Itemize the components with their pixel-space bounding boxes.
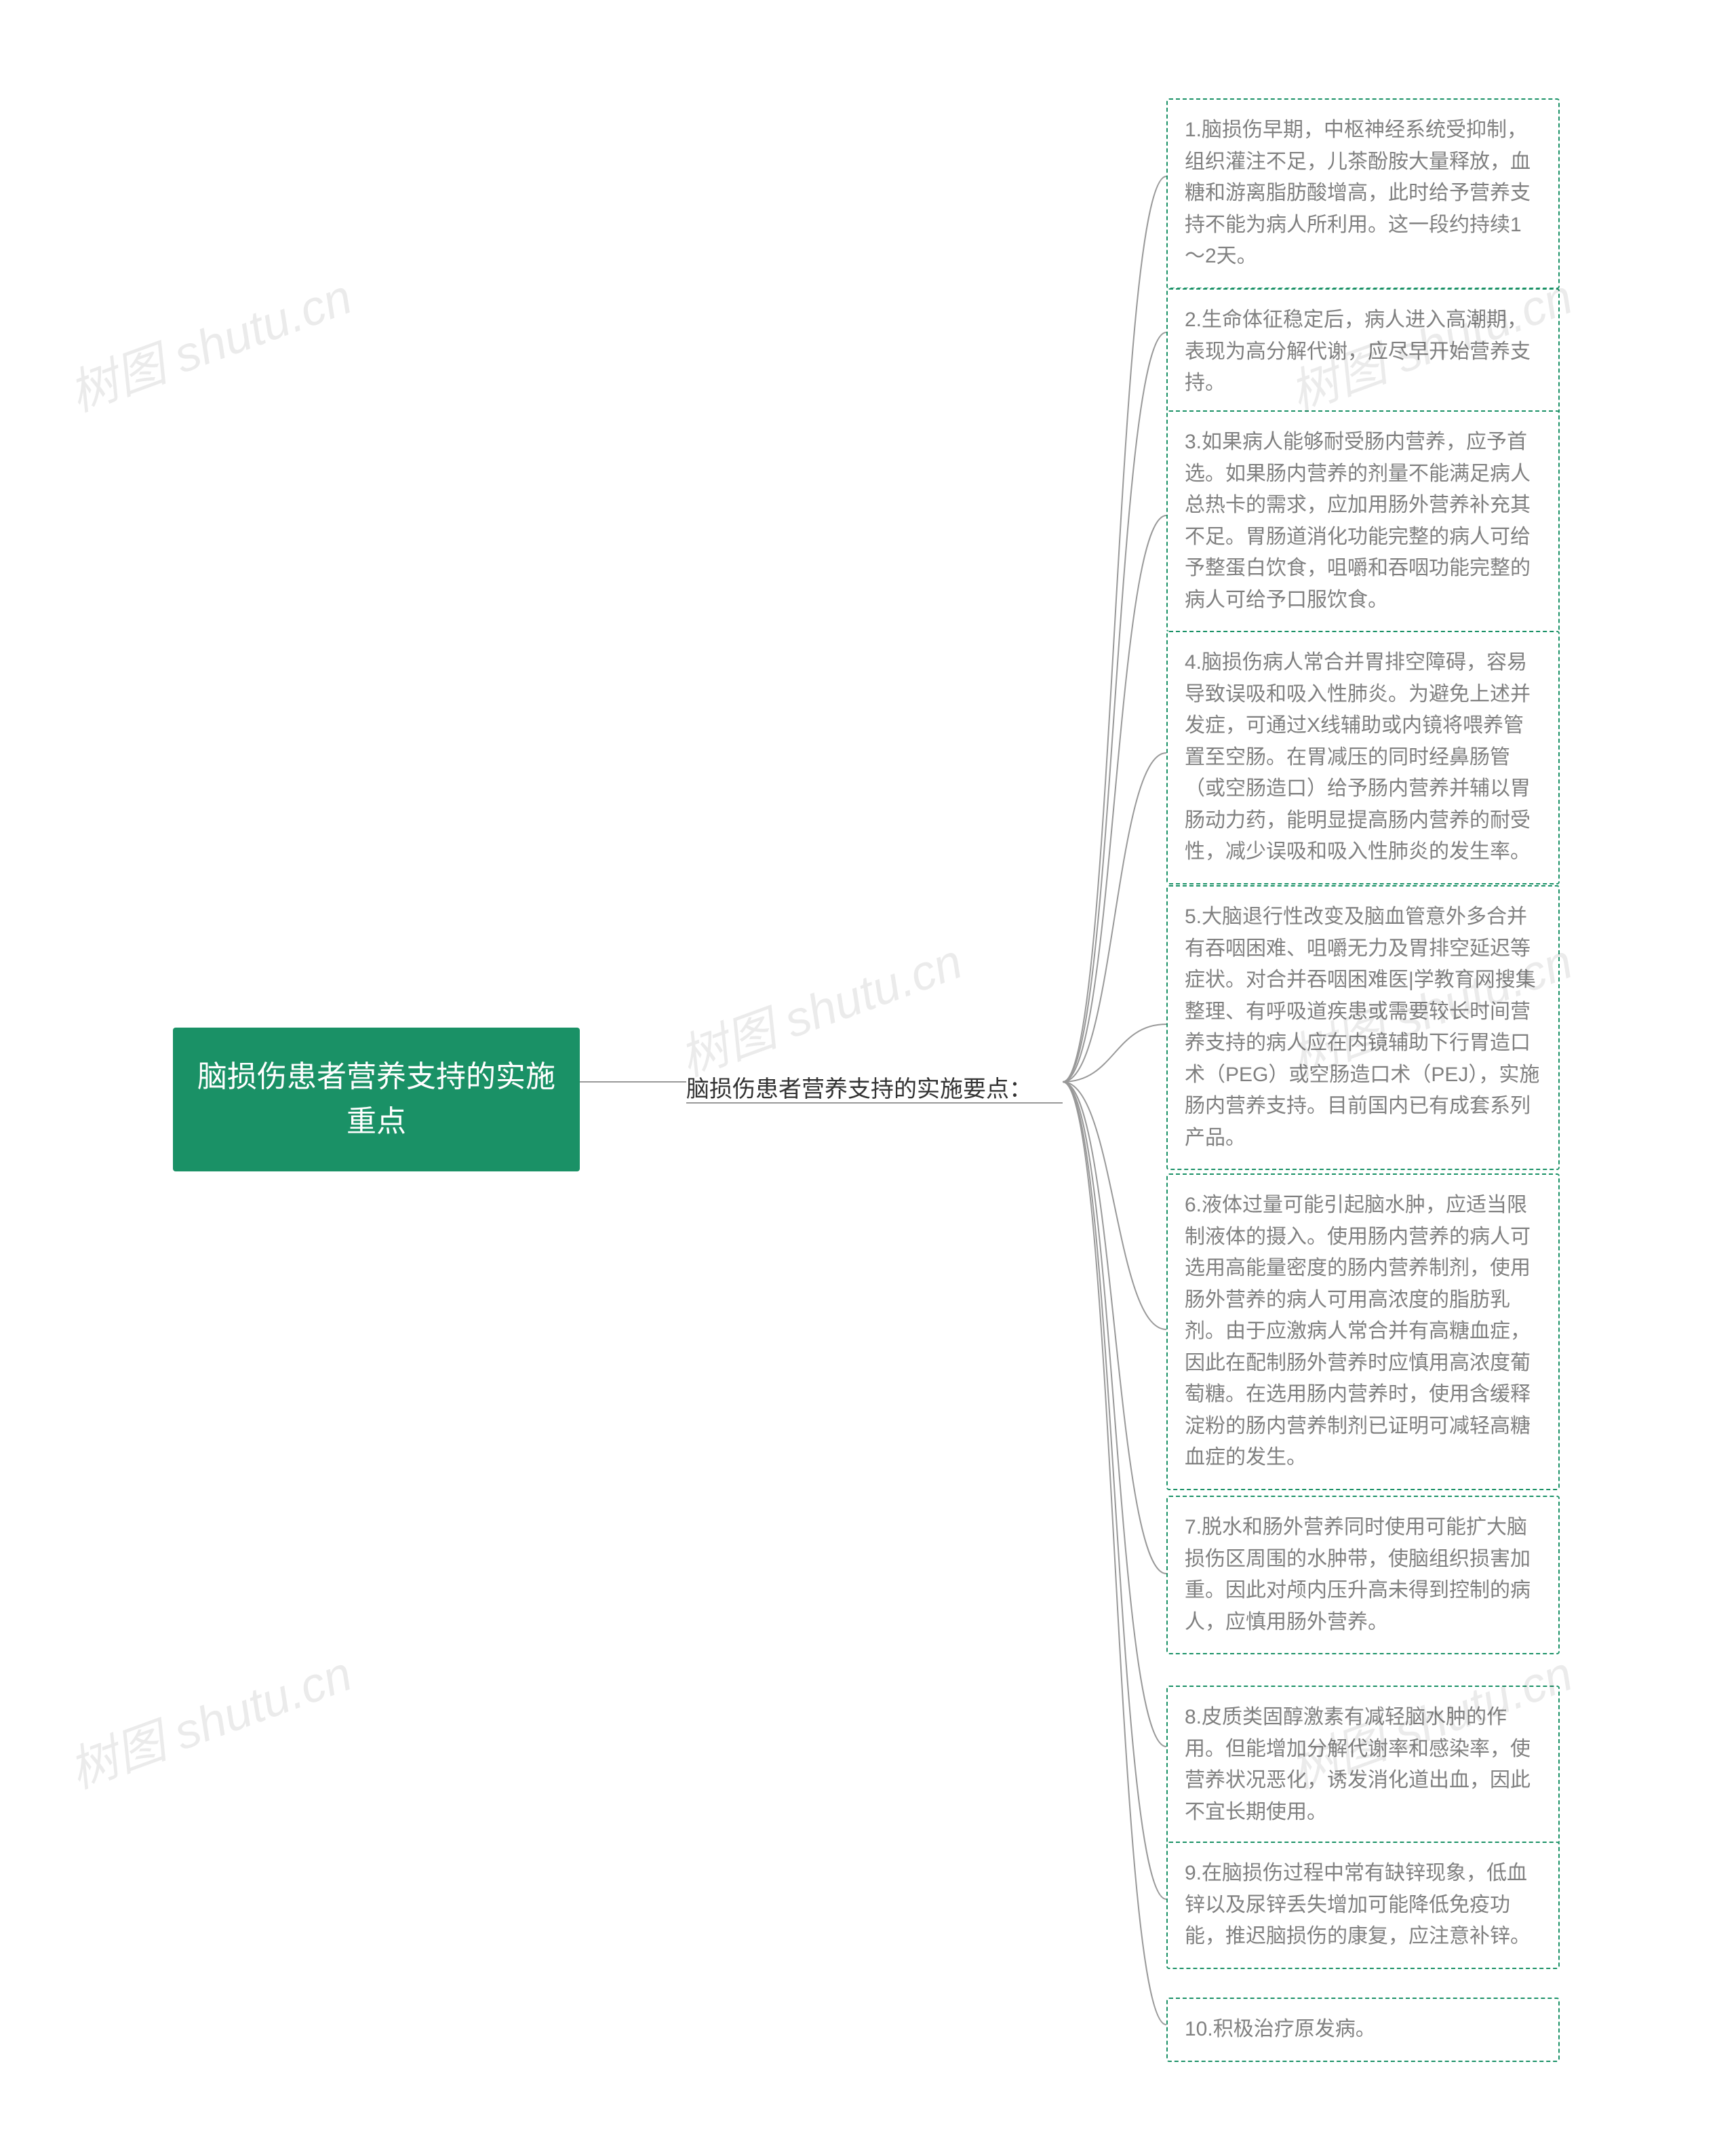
connector-leaf-1 bbox=[1063, 176, 1166, 1082]
level1-label: 脑损伤患者营养支持的实施要点： bbox=[686, 1076, 1032, 1102]
leaf-text-5: 5.大脑退行性改变及脑血管意外多合并有吞咽困难、咀嚼无力及胃排空延迟等症状。对合… bbox=[1185, 906, 1539, 1149]
leaf-node-1: 1.脑损伤早期，中枢神经系统受抑制，组织灌注不足，儿茶酚胺大量释放，血糖和游离脂… bbox=[1166, 98, 1560, 289]
connector-leaf-8 bbox=[1063, 1082, 1166, 1747]
leaf-node-3: 3.如果病人能够耐受肠内营养，应予首选。如果肠内营养的剂量不能满足病人总热卡的需… bbox=[1166, 410, 1560, 632]
leaf-text-2: 2.生命体征稳定后，病人进入高潮期，表现为高分解代谢，应尽早开始营养支持。 bbox=[1185, 309, 1531, 394]
leaf-node-7: 7.脱水和肠外营养同时使用可能扩大脑损伤区周围的水肿带，使脑组织损害加重。因此对… bbox=[1166, 1496, 1560, 1654]
connector-leaf-4 bbox=[1063, 753, 1166, 1082]
level1-underline bbox=[686, 1102, 1063, 1104]
leaf-text-9: 9.在脑损伤过程中常有缺锌现象，低血锌以及尿锌丢失增加可能降低免疫功能，推迟脑损… bbox=[1185, 1862, 1531, 1947]
connector-leaf-5 bbox=[1063, 1024, 1166, 1082]
leaf-node-9: 9.在脑损伤过程中常有缺锌现象，低血锌以及尿锌丢失增加可能降低免疫功能，推迟脑损… bbox=[1166, 1842, 1560, 1969]
connector-leaf-3 bbox=[1063, 515, 1166, 1082]
leaf-text-6: 6.液体过量可能引起脑水肿，应适当限制液体的摄入。使用肠内营养的病人可选用高能量… bbox=[1185, 1194, 1531, 1468]
leaf-text-10: 10.积极治疗原发病。 bbox=[1185, 2018, 1376, 2040]
connector-leaf-6 bbox=[1063, 1082, 1166, 1329]
mindmap-container: 脑损伤患者营养支持的实施重点 脑损伤患者营养支持的实施要点： 1.脑损伤早期，中… bbox=[0, 0, 1736, 2140]
leaf-node-8: 8.皮质类固醇激素有减轻脑水肿的作用。但能增加分解代谢率和感染率，使营养状况恶化… bbox=[1166, 1686, 1560, 1844]
root-title: 脑损伤患者营养支持的实施重点 bbox=[197, 1060, 555, 1138]
connector-leaf-2 bbox=[1063, 332, 1166, 1082]
connector-leaf-10 bbox=[1063, 1082, 1166, 2025]
watermark-5: 树图 shutu.cn bbox=[58, 1634, 360, 1802]
leaf-node-6: 6.液体过量可能引起脑水肿，应适当限制液体的摄入。使用肠内营养的病人可选用高能量… bbox=[1166, 1173, 1560, 1490]
watermark-1: 树图 shutu.cn bbox=[58, 257, 360, 425]
leaf-text-7: 7.脱水和肠外营养同时使用可能扩大脑损伤区周围的水肿带，使脑组织损害加重。因此对… bbox=[1185, 1516, 1531, 1633]
connector-leaf-7 bbox=[1063, 1082, 1166, 1574]
connector-leaf-9 bbox=[1063, 1082, 1166, 1899]
leaf-node-4: 4.脑损伤病人常合并胃排空障碍，容易导致误吸和吸入性肺炎。为避免上述并发症，可通… bbox=[1166, 631, 1560, 884]
leaf-node-2: 2.生命体征稳定后，病人进入高潮期，表现为高分解代谢，应尽早开始营养支持。 bbox=[1166, 288, 1560, 416]
leaf-text-4: 4.脑损伤病人常合并胃排空障碍，容易导致误吸和吸入性肺炎。为避免上述并发症，可通… bbox=[1185, 651, 1531, 863]
leaf-node-10: 10.积极治疗原发病。 bbox=[1166, 1998, 1560, 2062]
leaf-node-5: 5.大脑退行性改变及脑血管意外多合并有吞咽困难、咀嚼无力及胃排空延迟等症状。对合… bbox=[1166, 885, 1560, 1170]
leaf-text-1: 1.脑损伤早期，中枢神经系统受抑制，组织灌注不足，儿茶酚胺大量释放，血糖和游离脂… bbox=[1185, 119, 1531, 267]
root-node: 脑损伤患者营养支持的实施重点 bbox=[173, 1028, 580, 1171]
leaf-text-3: 3.如果病人能够耐受肠内营养，应予首选。如果肠内营养的剂量不能满足病人总热卡的需… bbox=[1185, 431, 1531, 611]
leaf-text-8: 8.皮质类固醇激素有减轻脑水肿的作用。但能增加分解代谢率和感染率，使营养状况恶化… bbox=[1185, 1706, 1531, 1823]
